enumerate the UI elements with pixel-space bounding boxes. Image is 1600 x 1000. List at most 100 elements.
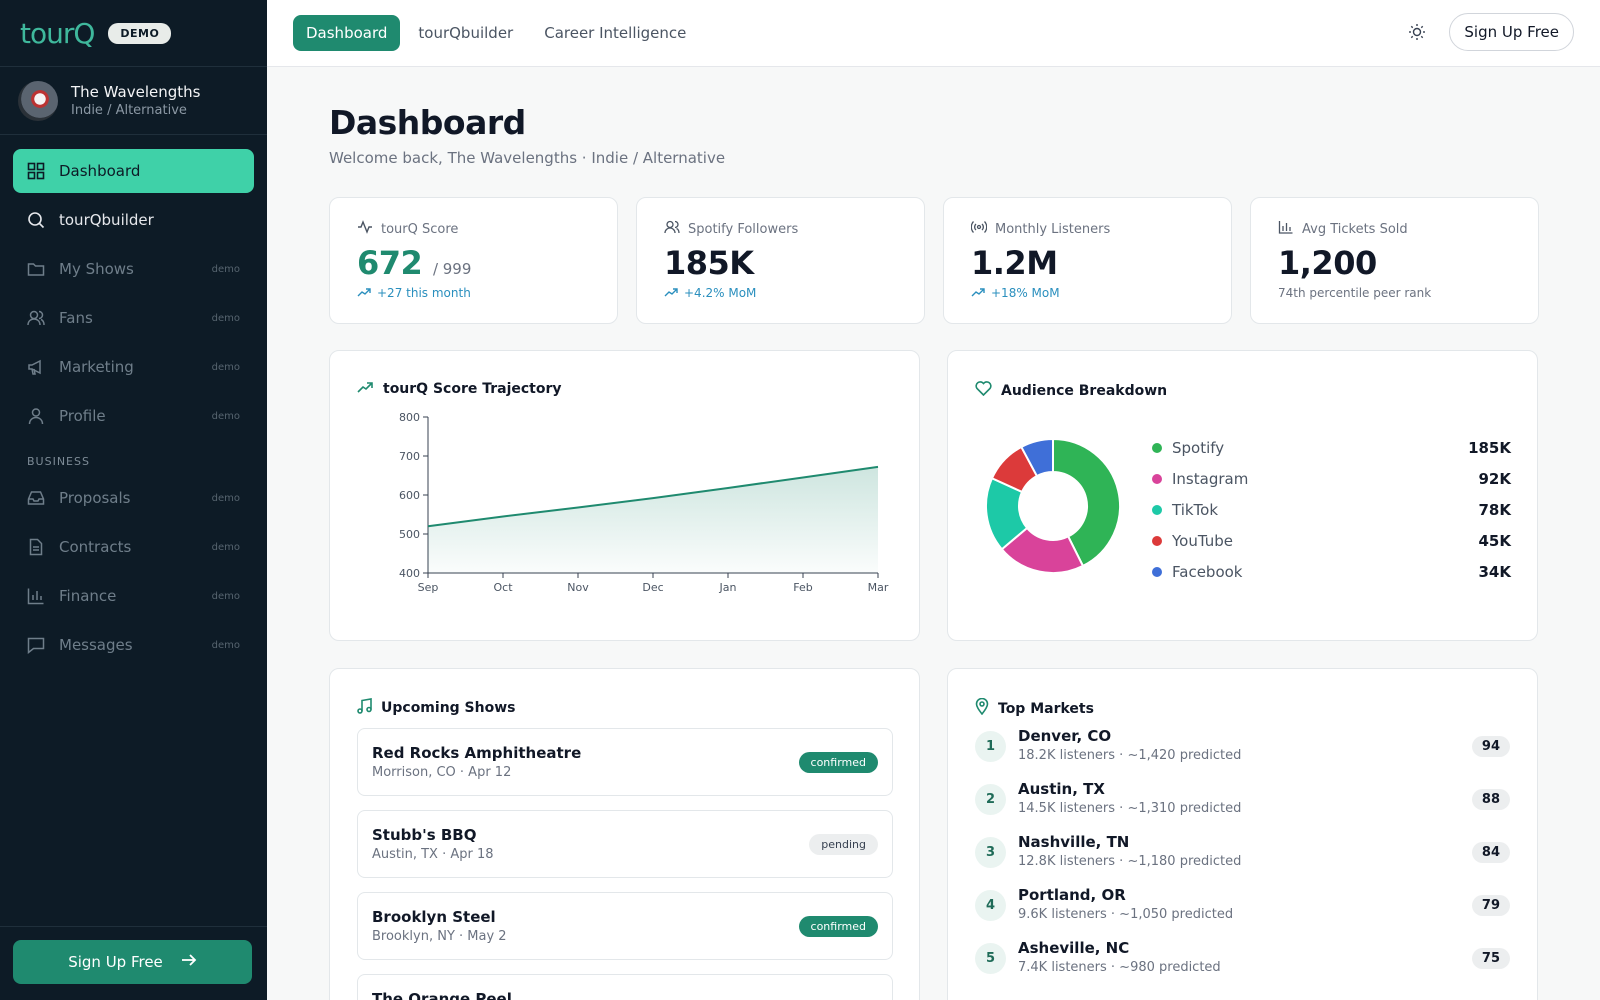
- market-row[interactable]: 2 Austin, TX 14.5K listeners · ~1,310 pr…: [975, 777, 1510, 823]
- tab-dashboard[interactable]: Dashboard: [293, 15, 401, 51]
- market-rank: 5: [975, 943, 1006, 974]
- status-badge: confirmed: [798, 916, 878, 937]
- market-score: 75: [1471, 948, 1510, 969]
- legend-dot: [1152, 567, 1162, 577]
- page-subtitle: Welcome back, The Wavelengths · Indie / …: [329, 149, 726, 167]
- sidebar-footer: Sign Up Free: [0, 926, 267, 1000]
- score-area: [428, 466, 878, 573]
- sidebar-signup-button[interactable]: Sign Up Free: [13, 940, 252, 984]
- tab-career-intelligence[interactable]: Career Intelligence: [544, 24, 687, 42]
- y-tick-label: 600: [399, 489, 420, 502]
- trending-up-icon: [357, 286, 371, 300]
- sidebar-item-marketing[interactable]: Marketing demo: [13, 345, 254, 389]
- top-actions: Sign Up Free: [1407, 13, 1574, 51]
- arrow-right-icon: [181, 953, 197, 971]
- sidebar-item-label: Marketing: [59, 358, 134, 376]
- market-row[interactable]: 4 Portland, OR 9.6K listeners · ~1,050 p…: [975, 883, 1510, 929]
- x-tick-label: Nov: [567, 581, 589, 594]
- demo-badge: DEMO: [108, 22, 172, 44]
- demo-tag: demo: [211, 312, 240, 324]
- sun-icon[interactable]: [1407, 22, 1427, 42]
- stat-trend: +4.2% MoM: [664, 286, 756, 300]
- tab-tourqbuilder[interactable]: tourQbuilder: [418, 24, 514, 42]
- legend-label: YouTube: [1172, 532, 1233, 550]
- card-title: Audience Breakdown: [975, 381, 1167, 400]
- market-meta: 9.6K listeners · ~1,050 predicted: [1018, 907, 1234, 922]
- legend-dot: [1152, 474, 1162, 484]
- stat-trend-text: +27 this month: [377, 286, 471, 300]
- artist-profile[interactable]: The Wavelengths Indie / Alternative: [0, 67, 267, 135]
- inbox-icon: [27, 489, 45, 507]
- x-tick-label: Feb: [793, 581, 812, 594]
- top-signup-button[interactable]: Sign Up Free: [1449, 13, 1574, 51]
- main-content: Dashboard Welcome back, The Wavelengths …: [267, 67, 1600, 1000]
- sidebar-item-contracts[interactable]: Contracts demo: [13, 525, 254, 569]
- show-name: The Orange Peel: [372, 990, 512, 1000]
- heart-icon: [975, 381, 992, 400]
- legend-value: 185K: [1468, 439, 1511, 457]
- sidebar-item-profile[interactable]: Profile demo: [13, 394, 254, 438]
- market-rank: 2: [975, 784, 1006, 815]
- market-row[interactable]: 3 Nashville, TN 12.8K listeners · ~1,180…: [975, 830, 1510, 876]
- bar-chart-icon: [1278, 220, 1294, 238]
- sidebar-item-dashboard[interactable]: Dashboard: [13, 149, 254, 193]
- legend-value: 92K: [1478, 470, 1512, 488]
- card-title: tourQ Score Trajectory: [357, 381, 562, 397]
- stat-label-text: Spotify Followers: [688, 221, 799, 237]
- legend-value: 34K: [1478, 563, 1512, 581]
- score-trajectory-card: tourQ Score Trajectory 400 500 600 700 800 Se…: [329, 350, 920, 641]
- stat-value: 185K: [664, 244, 754, 282]
- demo-tag: demo: [211, 590, 240, 602]
- page-title: Dashboard: [329, 103, 526, 142]
- sidebar-item-label: Profile: [59, 407, 106, 425]
- nav-section-label: BUSINESS: [27, 455, 90, 468]
- sidebar-item-finance[interactable]: Finance demo: [13, 574, 254, 618]
- show-meta: Brooklyn, NY · May 2: [372, 929, 507, 944]
- audience-breakdown-card: Audience Breakdown Spotify 185K Instagram…: [947, 350, 1538, 641]
- legend-label: Instagram: [1172, 470, 1249, 488]
- search-icon: [27, 211, 45, 229]
- show-item[interactable]: The Orange Peel: [357, 974, 893, 1000]
- folder-icon: [27, 260, 45, 278]
- sidebar-item-label: Finance: [59, 587, 117, 605]
- show-name: Stubb's BBQ: [372, 826, 477, 844]
- x-tick-label: Mar: [868, 581, 889, 594]
- stat-label-text: Avg Tickets Sold: [1302, 221, 1408, 237]
- upcoming-shows-card: Upcoming Shows Red Rocks Amphitheatre Mo…: [329, 668, 920, 1000]
- sidebar-item-my-shows[interactable]: My Shows demo: [13, 247, 254, 291]
- market-row[interactable]: 5 Asheville, NC 7.4K listeners · ~980 pr…: [975, 936, 1510, 982]
- legend-dot: [1152, 536, 1162, 546]
- demo-tag: demo: [211, 410, 240, 422]
- show-item[interactable]: Stubb's BBQ Austin, TX · Apr 18 pending: [357, 810, 893, 878]
- logo[interactable]: tourQ: [20, 16, 95, 50]
- demo-tag: demo: [211, 541, 240, 553]
- users-icon: [27, 309, 45, 327]
- sidebar-item-messages[interactable]: Messages demo: [13, 623, 254, 667]
- legend-item-facebook: Facebook 34K: [1152, 561, 1511, 583]
- users-icon: [664, 220, 680, 238]
- donut-slice-facebook[interactable]: [1019, 437, 1054, 478]
- score-max: / 999: [432, 260, 472, 278]
- show-item[interactable]: Brooklyn Steel Brooklyn, NY · May 2 conf…: [357, 892, 893, 960]
- market-rank: 3: [975, 837, 1006, 868]
- show-meta: Morrison, CO · Apr 12: [372, 765, 512, 780]
- card-title-text: Top Markets: [998, 700, 1094, 717]
- stat-value: 672 / 999: [357, 244, 471, 282]
- demo-tag: demo: [211, 639, 240, 651]
- avatar: [18, 80, 58, 121]
- market-row[interactable]: 1 Denver, CO 18.2K listeners · ~1,420 pr…: [975, 724, 1510, 770]
- card-title-text: Audience Breakdown: [1001, 382, 1168, 399]
- sidebar-item-label: Proposals: [59, 489, 131, 507]
- show-item[interactable]: Red Rocks Amphitheatre Morrison, CO · Ap…: [357, 728, 893, 796]
- demo-tag: demo: [211, 492, 240, 504]
- activity-icon: [357, 220, 373, 238]
- market-meta: 7.4K listeners · ~980 predicted: [1018, 960, 1221, 975]
- sidebar-item-tourqbuilder[interactable]: tourQbuilder: [13, 198, 254, 242]
- show-name: Red Rocks Amphitheatre: [372, 744, 582, 762]
- user-icon: [27, 407, 45, 425]
- donut-slice-spotify[interactable]: [1052, 437, 1121, 568]
- score-value: 672: [357, 244, 423, 282]
- sidebar-item-proposals[interactable]: Proposals demo: [13, 476, 254, 520]
- legend-item-instagram: Instagram 92K: [1152, 468, 1511, 490]
- sidebar-item-fans[interactable]: Fans demo: [13, 296, 254, 340]
